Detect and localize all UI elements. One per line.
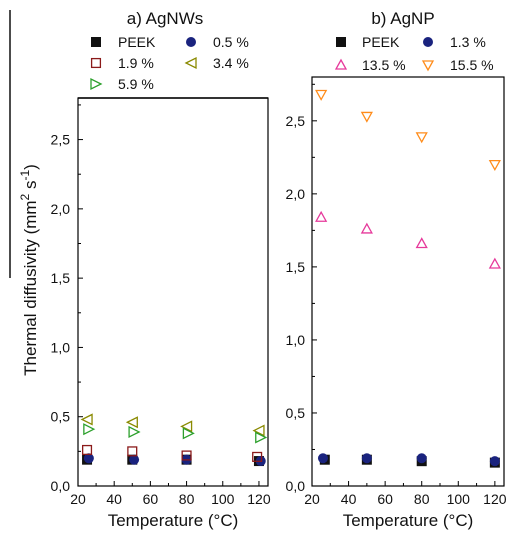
legend-marker bbox=[184, 56, 197, 70]
y-tick-label: 1,5 bbox=[51, 270, 71, 286]
x-tick-label: 80 bbox=[179, 491, 195, 507]
x-tick-label: 20 bbox=[304, 491, 320, 507]
y-tick-label: 1,0 bbox=[51, 339, 71, 355]
x-tick-label: 120 bbox=[483, 491, 507, 507]
legend-marker bbox=[421, 60, 435, 72]
legend-item: 5.9 % bbox=[90, 76, 154, 92]
series-1-3 bbox=[317, 453, 500, 467]
legend-item: 13.5 % bbox=[334, 57, 406, 73]
panel-b-x-axis-label: Temperature (°C) bbox=[343, 511, 474, 530]
data-point bbox=[83, 453, 94, 464]
legend-label: 0.5 % bbox=[213, 34, 249, 50]
data-point bbox=[361, 453, 372, 464]
x-tick-label: 100 bbox=[447, 491, 471, 507]
data-point bbox=[416, 453, 427, 464]
data-point bbox=[415, 132, 428, 144]
data-point bbox=[317, 453, 328, 464]
data-point bbox=[182, 427, 195, 440]
data-point bbox=[180, 420, 193, 433]
data-point bbox=[181, 450, 192, 461]
x-tick-label: 40 bbox=[106, 491, 122, 507]
x-tick-label: 120 bbox=[247, 491, 271, 507]
y-tick-label: 2,0 bbox=[51, 201, 71, 217]
x-tick-label: 100 bbox=[211, 491, 235, 507]
panel-a-plot-frame bbox=[77, 97, 269, 487]
data-point bbox=[81, 444, 93, 456]
data-point bbox=[488, 257, 501, 269]
panel-a-x-axis-label: Temperature (°C) bbox=[108, 511, 239, 530]
y-tick-label: 2,0 bbox=[286, 186, 306, 202]
legend-label: PEEK bbox=[118, 34, 156, 50]
y-tick-label: 1,5 bbox=[286, 259, 306, 275]
data-point bbox=[315, 89, 328, 101]
series-peek bbox=[319, 454, 500, 468]
y-tick-label: 2,5 bbox=[286, 113, 306, 129]
legend-marker bbox=[334, 58, 348, 70]
y-tick-label: 0,0 bbox=[51, 478, 71, 494]
series-13-5 bbox=[315, 210, 501, 269]
legend-label: 1.9 % bbox=[118, 55, 154, 71]
data-point bbox=[128, 425, 141, 439]
panel-a-y-axis-label: Thermal diffusivity (mm2 s-1) bbox=[18, 164, 40, 376]
legend-item: 3.4 % bbox=[184, 55, 249, 71]
series-15-5 bbox=[315, 89, 501, 171]
series-0-5 bbox=[83, 453, 266, 467]
legend-marker bbox=[336, 37, 346, 47]
data-point bbox=[129, 454, 140, 465]
x-tick-label: 40 bbox=[341, 491, 357, 507]
legend-item: 1.3 % bbox=[423, 34, 486, 50]
data-point bbox=[488, 159, 501, 171]
series-1-9 bbox=[81, 444, 263, 462]
panel-a-title: a) AgNWs bbox=[127, 9, 204, 28]
y-tick-label: 0,5 bbox=[286, 405, 306, 421]
data-point bbox=[127, 446, 138, 457]
legend-marker bbox=[90, 57, 102, 69]
data-point bbox=[83, 423, 96, 436]
legend-label: 3.4 % bbox=[213, 55, 249, 71]
data-point bbox=[489, 456, 500, 467]
legend-marker bbox=[186, 37, 196, 47]
data-point bbox=[252, 424, 265, 437]
legend-marker bbox=[90, 77, 103, 91]
legend-item: 15.5 % bbox=[421, 57, 494, 73]
series-3-4 bbox=[80, 413, 265, 437]
panel-agnp: b) AgNP 20 40 60 80 100 120 0,0 0,5 1,0 1,5 2,0 2,5… bbox=[286, 9, 507, 530]
legend-item: 0.5 % bbox=[186, 34, 249, 50]
data-point bbox=[80, 413, 93, 426]
legend-label: 5.9 % bbox=[118, 76, 154, 92]
y-tick-label: 0,0 bbox=[286, 478, 306, 494]
data-point bbox=[252, 451, 263, 462]
panel-agnws: a) AgNWs 20 40 60 80 100 120 0,0 0,5 1,0 1,5 2,0 2,… bbox=[9, 9, 271, 530]
x-tick-label: 60 bbox=[377, 491, 393, 507]
y-tick-label: 2,5 bbox=[51, 132, 71, 148]
data-point bbox=[315, 210, 328, 222]
panel-b-plot-frame bbox=[311, 76, 505, 487]
y-tick-label: 0,5 bbox=[51, 409, 71, 425]
data-point bbox=[125, 416, 138, 429]
data-point bbox=[255, 431, 268, 444]
data-point bbox=[360, 222, 373, 234]
legend-marker bbox=[91, 37, 101, 47]
legend-item: PEEK bbox=[336, 34, 400, 50]
legend-label: PEEK bbox=[362, 34, 400, 50]
legend-item: PEEK bbox=[91, 34, 156, 50]
data-point bbox=[415, 237, 428, 249]
legend-label: 1.3 % bbox=[450, 34, 486, 50]
legend-label: 13.5 % bbox=[362, 57, 406, 73]
panel-b-title: b) AgNP bbox=[371, 9, 434, 28]
x-tick-label: 80 bbox=[414, 491, 430, 507]
legend-label: 15.5 % bbox=[450, 57, 494, 73]
legend-item: 1.9 % bbox=[90, 55, 154, 71]
x-tick-label: 60 bbox=[143, 491, 159, 507]
x-tick-label: 20 bbox=[70, 491, 86, 507]
series-peek bbox=[82, 454, 264, 467]
series-5-9 bbox=[83, 423, 268, 444]
legend-marker bbox=[423, 37, 433, 47]
y-tick-label: 1,0 bbox=[286, 332, 306, 348]
data-point bbox=[360, 111, 373, 123]
